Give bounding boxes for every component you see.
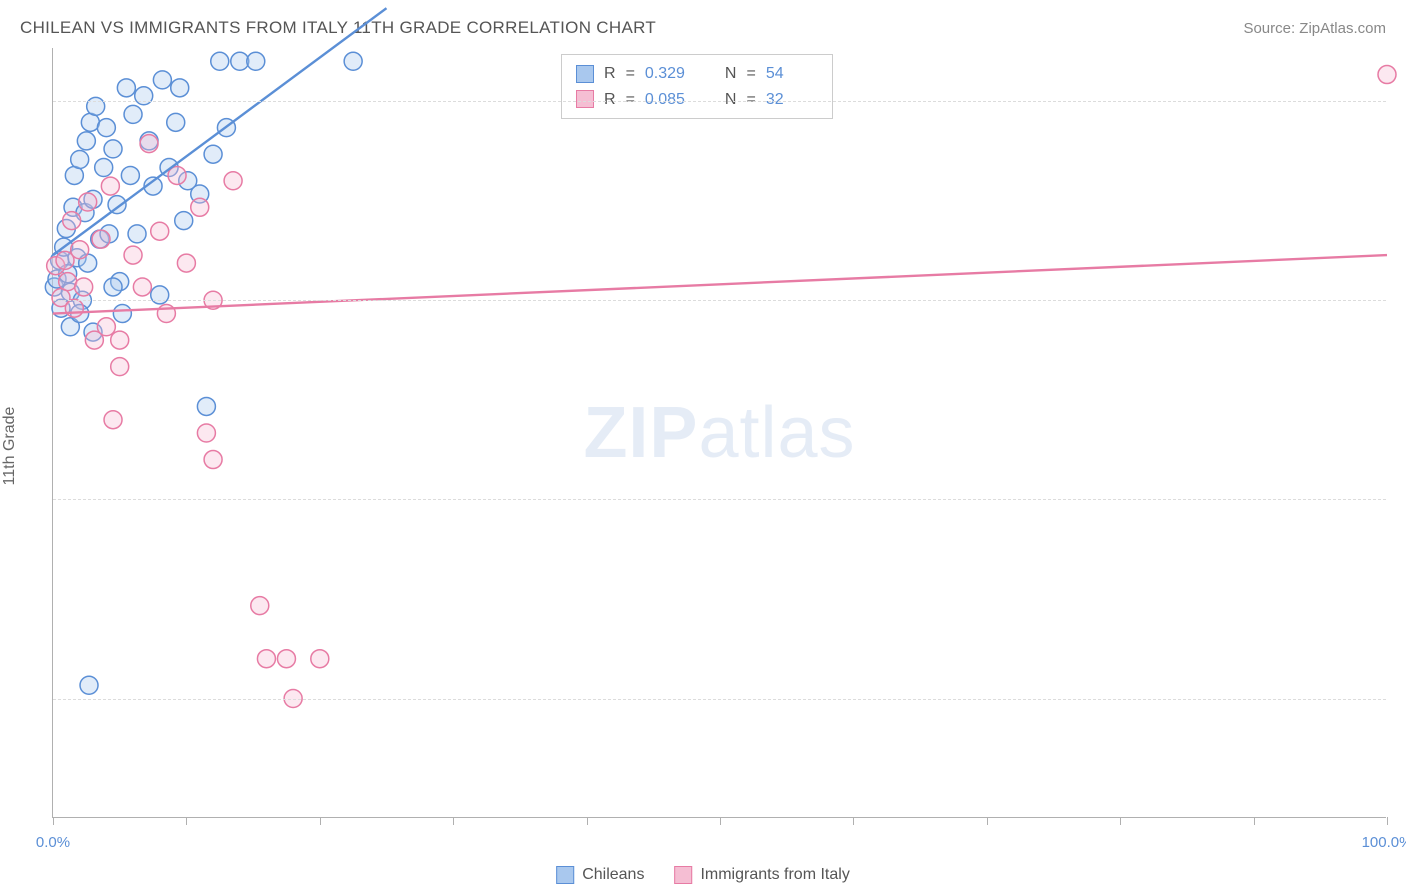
eq-sign: = [746, 87, 755, 113]
y-tick-label: 77.5% [1396, 690, 1406, 707]
r-label: R [604, 87, 616, 113]
stat-row-italy: R = 0.085 N = 32 [576, 87, 818, 113]
legend-swatch-italy [674, 866, 692, 884]
n-label: N [725, 61, 737, 87]
x-tick-label: 0.0% [36, 834, 70, 851]
swatch-italy [576, 90, 594, 108]
n-label: N [725, 87, 737, 113]
y-tick-label: 100.0% [1396, 93, 1406, 110]
r-label: R [604, 61, 616, 87]
stat-row-chileans: R = 0.329 N = 54 [576, 61, 818, 87]
scatter-svg [53, 48, 1386, 817]
legend-label-italy: Immigrants from Italy [700, 866, 849, 884]
eq-sign: = [626, 61, 635, 87]
eq-sign: = [626, 87, 635, 113]
eq-sign: = [746, 61, 755, 87]
legend-item-italy: Immigrants from Italy [674, 866, 849, 884]
r-value-chileans: 0.329 [645, 61, 697, 87]
n-value-italy: 32 [766, 87, 818, 113]
y-axis-label: 11th Grade [1, 407, 19, 486]
bottom-legend: Chileans Immigrants from Italy [556, 866, 850, 884]
legend-swatch-chileans [556, 866, 574, 884]
chart-title: CHILEAN VS IMMIGRANTS FROM ITALY 11TH GR… [20, 18, 656, 38]
chart-plot-area: ZIPatlas R = 0.329 N = 54 R = 0.085 N = … [52, 48, 1386, 818]
y-tick-label: 85.0% [1396, 491, 1406, 508]
n-value-chileans: 54 [766, 61, 818, 87]
x-tick-label: 100.0% [1362, 834, 1406, 851]
legend-label-chileans: Chileans [582, 866, 644, 884]
stat-legend: R = 0.329 N = 54 R = 0.085 N = 32 [561, 54, 833, 119]
y-tick-label: 92.5% [1396, 292, 1406, 309]
swatch-chileans [576, 65, 594, 83]
r-value-italy: 0.085 [645, 87, 697, 113]
legend-item-chileans: Chileans [556, 866, 644, 884]
source-label: Source: ZipAtlas.com [1243, 20, 1386, 37]
